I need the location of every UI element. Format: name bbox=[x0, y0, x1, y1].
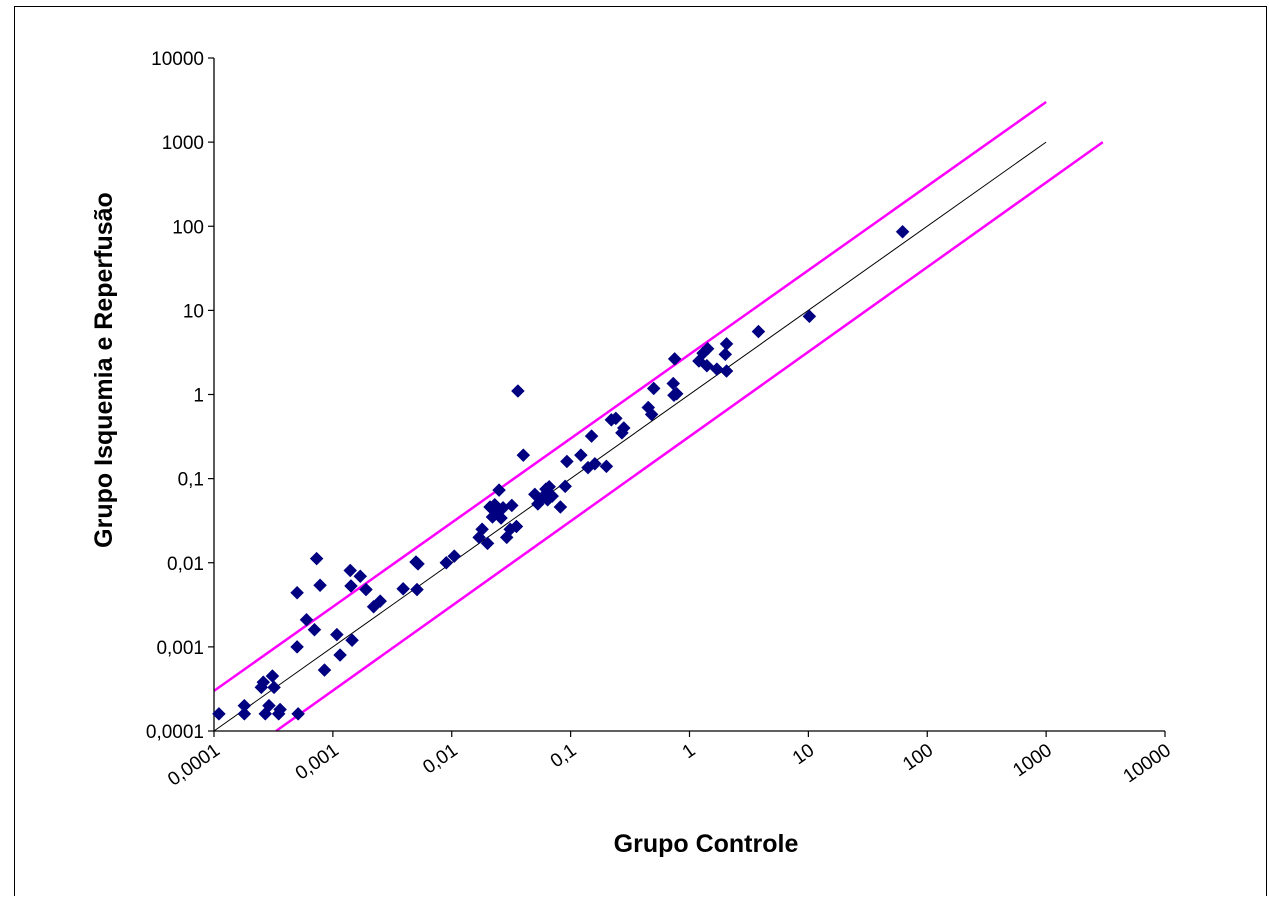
data-point bbox=[545, 489, 560, 503]
data-point bbox=[267, 680, 281, 695]
data-point bbox=[710, 362, 724, 377]
plot-axes bbox=[208, 57, 1166, 737]
data-point bbox=[273, 702, 287, 717]
data-point bbox=[511, 384, 525, 398]
data-point bbox=[475, 522, 489, 537]
data-point bbox=[718, 347, 733, 362]
x-tick-label: 0,01 bbox=[419, 740, 461, 778]
data-point bbox=[644, 407, 659, 422]
y-tick-label: 1 bbox=[193, 386, 204, 407]
data-points bbox=[212, 224, 910, 721]
data-point bbox=[719, 364, 734, 378]
data-point bbox=[558, 479, 573, 494]
y-tick-label: 0,01 bbox=[167, 554, 204, 575]
data-point bbox=[504, 498, 519, 513]
data-point bbox=[700, 358, 714, 373]
data-point bbox=[667, 352, 682, 366]
data-point bbox=[480, 536, 495, 551]
data-point bbox=[553, 500, 568, 514]
data-point bbox=[574, 448, 588, 463]
data-point bbox=[700, 341, 715, 356]
data-point bbox=[802, 309, 817, 324]
data-point bbox=[290, 640, 304, 654]
data-point bbox=[343, 563, 358, 578]
x-tick-label: 10000 bbox=[1120, 740, 1175, 788]
x-tick-labels: 0,0001 0,001 0,01 0,1 1 10 100 1000 10000 bbox=[164, 740, 1175, 791]
x-tick-label: 0,1 bbox=[547, 740, 581, 772]
data-point bbox=[309, 551, 324, 566]
x-tick-label: 0,001 bbox=[292, 740, 343, 784]
data-point bbox=[237, 706, 252, 721]
data-point bbox=[291, 706, 305, 721]
data-point bbox=[411, 557, 425, 571]
data-point bbox=[492, 483, 506, 497]
data-point bbox=[560, 454, 574, 469]
data-point bbox=[509, 519, 524, 534]
data-point bbox=[290, 585, 304, 600]
data-point bbox=[719, 336, 734, 351]
data-point bbox=[646, 381, 661, 396]
data-point bbox=[410, 582, 424, 597]
data-point bbox=[359, 582, 373, 597]
x-tick-label: 0,0001 bbox=[164, 740, 224, 791]
data-point bbox=[751, 324, 766, 339]
data-point bbox=[396, 581, 410, 596]
data-point bbox=[616, 421, 631, 435]
data-point bbox=[353, 569, 368, 584]
y-tick-label: 0,0001 bbox=[146, 722, 204, 743]
reference-lines bbox=[213, 100, 1104, 733]
identity-line bbox=[213, 141, 1047, 732]
x-tick-label: 100 bbox=[899, 740, 937, 775]
data-point bbox=[599, 459, 614, 474]
data-point bbox=[499, 530, 514, 545]
data-point bbox=[262, 698, 276, 713]
y-tick-label: 0,001 bbox=[156, 638, 204, 659]
data-point bbox=[345, 633, 359, 648]
y-axis-title: Grupo Isquemia e Reperfusão bbox=[90, 192, 118, 548]
x-tick-label: 10 bbox=[789, 740, 818, 769]
y-tick-label: 0,1 bbox=[178, 470, 204, 491]
data-point bbox=[516, 448, 531, 463]
data-point bbox=[439, 555, 454, 570]
x-axis-title: Grupo Controle bbox=[614, 830, 799, 858]
data-point bbox=[344, 579, 358, 593]
data-point bbox=[317, 663, 332, 677]
data-point bbox=[584, 429, 599, 443]
data-point bbox=[212, 706, 226, 721]
x-tick-label: 1 bbox=[679, 740, 700, 763]
data-point bbox=[313, 578, 327, 593]
lower-fold-line bbox=[275, 141, 1104, 733]
data-point bbox=[299, 612, 314, 627]
data-point bbox=[608, 411, 623, 426]
data-point bbox=[373, 594, 388, 608]
y-tick-label: 100 bbox=[172, 217, 204, 238]
data-point bbox=[895, 224, 910, 239]
data-point bbox=[237, 698, 252, 713]
y-tick-label: 10 bbox=[183, 301, 204, 322]
data-point bbox=[329, 627, 344, 642]
data-point bbox=[588, 456, 602, 471]
y-tick-label: 10000 bbox=[151, 49, 204, 70]
upper-fold-line bbox=[213, 100, 1047, 692]
chart-frame bbox=[14, 6, 1267, 896]
data-point bbox=[669, 386, 684, 401]
data-point bbox=[447, 549, 462, 563]
data-point bbox=[256, 675, 271, 690]
data-point bbox=[494, 511, 508, 525]
x-tick-label: 1000 bbox=[1009, 740, 1056, 781]
data-point bbox=[333, 648, 347, 662]
y-tick-label: 1000 bbox=[162, 133, 204, 154]
y-tick-labels: 0,0001 0,001 0,01 0,1 1 10 100 1000 10000 bbox=[146, 49, 204, 743]
data-point bbox=[307, 622, 322, 637]
